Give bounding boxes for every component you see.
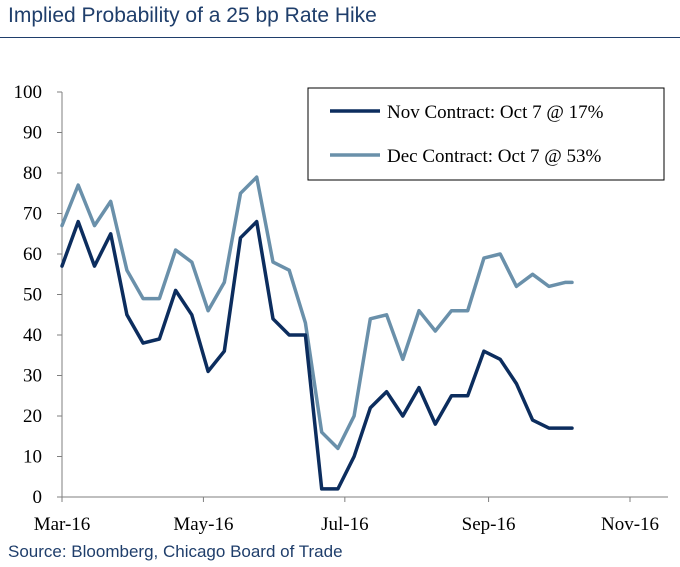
x-tick-label: Mar-16 — [34, 514, 91, 535]
y-tick-label: 30 — [23, 366, 42, 387]
y-tick-label: 90 — [23, 123, 42, 144]
y-tick-label: 60 — [23, 244, 42, 265]
x-tick-label: Jul-16 — [321, 514, 369, 535]
x-tick-label: Nov-16 — [601, 514, 659, 535]
legend-box — [307, 87, 665, 181]
y-tick-label: 80 — [23, 163, 42, 184]
x-tick-label: Sep-16 — [462, 514, 516, 535]
x-axis: Mar-16 May-16 Jul-16 Sep-16 Nov-16 — [34, 496, 668, 535]
series-layer — [60, 175, 574, 491]
x-tick-label: May-16 — [173, 514, 233, 535]
legend-label-nov: Nov Contract: Oct 7 @ 17% — [387, 102, 604, 123]
series-line-nov — [60, 219, 574, 491]
title-divider — [0, 37, 680, 38]
y-tick-label: 0 — [33, 487, 43, 508]
y-tick-label: 50 — [23, 285, 42, 306]
y-tick-label: 10 — [23, 447, 42, 468]
y-tick-label: 20 — [23, 406, 42, 427]
chart-title: Implied Probability of a 25 bp Rate Hike — [8, 4, 377, 27]
y-tick-label: 100 — [14, 82, 43, 103]
y-axis: 0 10 20 30 40 50 60 70 80 90 100 — [14, 82, 63, 508]
y-tick-label: 40 — [23, 325, 42, 346]
legend-label-dec: Dec Contract: Oct 7 @ 53% — [387, 146, 601, 167]
series-line-dec — [60, 175, 574, 451]
legend: Nov Contract: Oct 7 @ 17% Dec Contract: … — [307, 87, 665, 181]
source-note: Source: Bloomberg, Chicago Board of Trad… — [8, 542, 343, 561]
y-tick-label: 70 — [23, 204, 42, 225]
